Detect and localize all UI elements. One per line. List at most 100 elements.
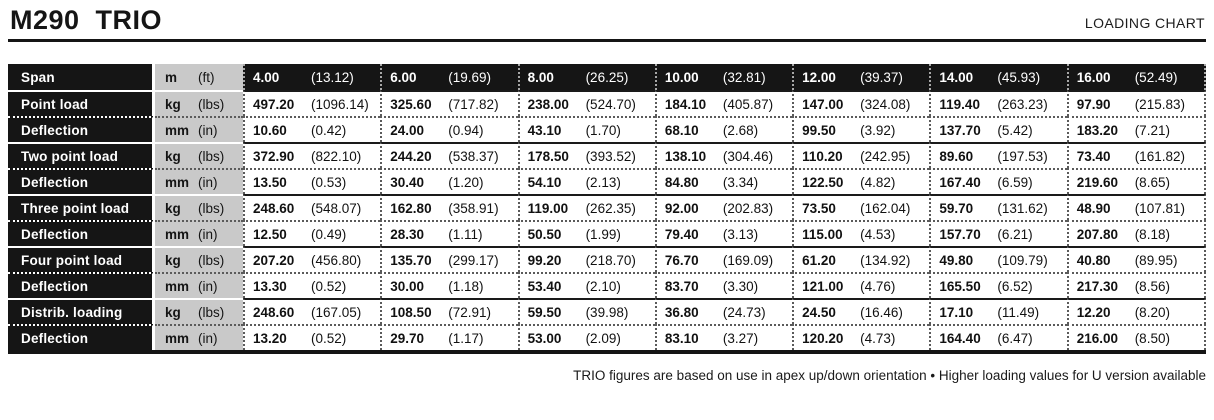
imperial-unit: (ft) — [198, 69, 215, 85]
value-cell: 68.10 (2.68) — [654, 116, 793, 142]
metric-value: 17.10 — [939, 304, 974, 320]
imperial-value: (6.52) — [997, 278, 1033, 294]
metric-value: 13.30 — [253, 278, 287, 294]
imperial-value: (134.92) — [860, 252, 911, 268]
metric-unit: mm — [165, 122, 190, 138]
value-cell: 29.70 (1.17) — [380, 324, 518, 350]
table-row: Distrib. loading kg (lbs) 248.60 (167.05) 108… — [8, 298, 1206, 324]
value-cell: 147.00 (324.08) — [792, 90, 930, 116]
metric-value: 119.40 — [939, 96, 980, 112]
imperial-unit: (in) — [198, 226, 218, 242]
imperial-value: (0.52) — [311, 330, 347, 346]
metric-value: 115.00 — [802, 226, 843, 242]
row-unit-cell: kg (lbs) — [155, 194, 243, 220]
metric-value: 28.30 — [390, 226, 425, 242]
imperial-value: (52.49) — [1134, 69, 1178, 85]
imperial-value: (0.52) — [311, 278, 347, 294]
table-row: Deflection mm (in) 10.60 (0.42) 24.00 (0.94) 43… — [8, 116, 1206, 142]
metric-value: 30.00 — [390, 278, 425, 294]
imperial-value: (6.59) — [997, 174, 1033, 190]
value-cell: 110.20 (242.95) — [792, 142, 930, 168]
value-cell: 325.60 (717.82) — [380, 90, 518, 116]
metric-unit: mm — [165, 174, 190, 190]
row-unit-cell: kg (lbs) — [155, 298, 243, 324]
table-row: Deflection mm (in) 13.20 (0.52) 29.70 (1.17) 53… — [8, 324, 1206, 350]
value-cell: 184.10 (405.87) — [654, 90, 793, 116]
value-cell: 97.90 (215.83) — [1066, 90, 1206, 116]
value-cell: 10.60 (0.42) — [243, 116, 381, 142]
row-label: Deflection — [8, 272, 155, 298]
imperial-value: (0.53) — [311, 174, 347, 190]
value-cell: 115.00 (4.53) — [792, 220, 930, 246]
metric-value: 183.20 — [1076, 122, 1118, 138]
value-cell: 13.20 (0.52) — [243, 324, 381, 350]
metric-value: 12.00 — [802, 69, 836, 85]
metric-value: 497.20 — [253, 96, 295, 112]
imperial-value: (2.10) — [585, 278, 621, 294]
metric-value: 30.40 — [390, 174, 425, 190]
metric-value: 135.70 — [390, 252, 432, 268]
imperial-value: (405.87) — [722, 96, 774, 112]
metric-value: 24.00 — [390, 122, 425, 138]
value-cell: 14.00 (45.93) — [929, 64, 1067, 90]
imperial-value: (717.82) — [448, 96, 499, 112]
imperial-value: (32.81) — [722, 69, 766, 85]
value-cell: 122.50 (4.82) — [792, 168, 930, 194]
value-cell: 120.20 (4.73) — [792, 324, 930, 350]
footnote: TRIO figures are based on use in apex up… — [573, 368, 1206, 383]
metric-value: 84.80 — [664, 174, 699, 190]
metric-value: 178.50 — [527, 148, 569, 164]
value-cell: 16.00 (52.49) — [1066, 64, 1206, 90]
value-cell: 48.90 (107.81) — [1066, 194, 1206, 220]
value-cell: 207.20 (456.80) — [243, 246, 381, 272]
value-cell: 238.00 (524.70) — [517, 90, 655, 116]
metric-unit: kg — [165, 200, 181, 216]
metric-value: 217.30 — [1076, 278, 1118, 294]
row-unit-cell: kg (lbs) — [155, 246, 243, 272]
metric-value: 83.70 — [664, 278, 699, 294]
imperial-value: (3.30) — [722, 278, 759, 294]
value-cell: 79.40 (3.13) — [654, 220, 793, 246]
value-cell: 30.00 (1.18) — [380, 272, 518, 298]
value-cell: 178.50 (393.52) — [517, 142, 655, 168]
imperial-value: (299.17) — [448, 252, 499, 268]
imperial-value: (0.42) — [311, 122, 347, 138]
metric-value: 53.00 — [527, 330, 562, 346]
metric-value: 8.00 — [527, 69, 554, 85]
metric-value: 157.70 — [939, 226, 981, 242]
imperial-value: (109.79) — [997, 252, 1048, 268]
imperial-value: (197.53) — [997, 148, 1048, 164]
value-cell: 99.50 (3.92) — [792, 116, 930, 142]
value-cell: 135.70 (299.17) — [380, 246, 518, 272]
value-cell: 497.20 (1096.14) — [243, 90, 381, 116]
imperial-value: (3.13) — [722, 226, 759, 242]
imperial-value: (24.73) — [722, 304, 766, 320]
value-cell: 183.20 (7.21) — [1066, 116, 1206, 142]
metric-value: 99.20 — [527, 252, 562, 268]
imperial-value: (5.42) — [997, 122, 1033, 138]
imperial-value: (1.11) — [448, 226, 483, 242]
imperial-value: (107.81) — [1134, 200, 1185, 216]
imperial-value: (169.09) — [722, 252, 774, 268]
value-cell: 99.20 (218.70) — [517, 246, 655, 272]
metric-value: 162.80 — [390, 200, 432, 216]
metric-value: 97.90 — [1076, 96, 1111, 112]
imperial-unit: (lbs) — [198, 200, 225, 216]
header-rule — [8, 39, 1206, 42]
metric-value: 13.50 — [253, 174, 287, 190]
metric-value: 4.00 — [253, 69, 280, 85]
value-cell: 84.80 (3.34) — [654, 168, 793, 194]
value-cell: 43.10 (1.70) — [517, 116, 655, 142]
metric-value: 248.60 — [253, 304, 295, 320]
metric-value: 49.80 — [939, 252, 974, 268]
imperial-value: (215.83) — [1134, 96, 1185, 112]
value-cell: 207.80 (8.18) — [1066, 220, 1206, 246]
page-header: M290 TRIO LOADING CHART — [0, 0, 1214, 39]
imperial-value: (89.95) — [1134, 252, 1178, 268]
value-cell: 36.80 (24.73) — [654, 298, 793, 324]
value-cell: 216.00 (8.50) — [1066, 324, 1206, 350]
value-cell: 248.60 (548.07) — [243, 194, 381, 220]
imperial-value: (1.99) — [585, 226, 621, 242]
imperial-value: (8.65) — [1134, 174, 1170, 190]
metric-value: 48.90 — [1076, 200, 1111, 216]
